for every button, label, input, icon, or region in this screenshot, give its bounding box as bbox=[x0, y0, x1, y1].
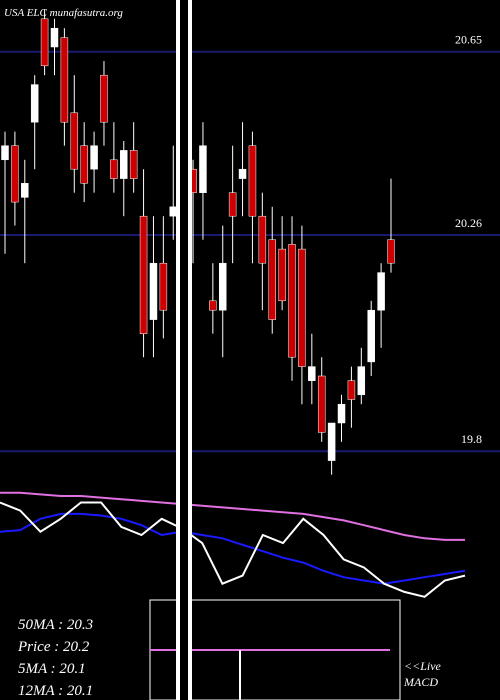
candle-body bbox=[1, 145, 9, 161]
macd-label: MACD bbox=[403, 675, 438, 689]
info-label: Price : 20.2 bbox=[17, 639, 90, 655]
candle-body bbox=[387, 239, 395, 264]
candle-body bbox=[139, 215, 148, 334]
candle-body bbox=[199, 145, 207, 193]
indicator-line bbox=[0, 491, 465, 541]
candle-body bbox=[347, 380, 356, 400]
live-label: <<Live bbox=[404, 659, 442, 673]
candle-body bbox=[60, 37, 69, 123]
y-tick-label: 20.26 bbox=[455, 216, 482, 230]
candle-body bbox=[327, 422, 336, 461]
candle-body bbox=[298, 248, 306, 367]
candle-body bbox=[11, 145, 19, 203]
indicator-panel bbox=[0, 491, 466, 598]
candle-body bbox=[248, 145, 257, 217]
candle-body bbox=[278, 248, 286, 302]
grid: 20.65 20.26 19.8 bbox=[0, 33, 500, 453]
candle-body bbox=[367, 309, 375, 363]
candle-body bbox=[80, 145, 88, 184]
candle-body bbox=[258, 215, 267, 264]
candle-body bbox=[268, 239, 276, 320]
separator bbox=[176, 0, 192, 700]
candle-body bbox=[149, 262, 158, 320]
candle-body bbox=[110, 159, 118, 179]
candle-body bbox=[120, 150, 128, 179]
info-label: 12MA : 20.1 bbox=[18, 683, 93, 699]
info-label: 5MA : 20.1 bbox=[18, 661, 86, 677]
indicator-line bbox=[0, 501, 466, 598]
candle-body bbox=[21, 183, 29, 198]
y-tick-label: 19.8 bbox=[461, 432, 482, 446]
candle-body bbox=[308, 366, 316, 381]
info-label: 50MA : 20.3 bbox=[18, 617, 93, 633]
candle-body bbox=[218, 262, 227, 311]
candle-body bbox=[30, 84, 39, 123]
candle-body bbox=[357, 366, 366, 396]
candle-body bbox=[317, 375, 326, 433]
candle-body bbox=[129, 150, 138, 179]
candle-body bbox=[209, 300, 217, 311]
candle-body bbox=[337, 403, 346, 424]
y-tick-label: 20.65 bbox=[455, 33, 482, 47]
chart-title: USA ELC munafasutra.org bbox=[4, 7, 123, 19]
candle-body bbox=[50, 27, 59, 48]
candle-body bbox=[288, 244, 296, 358]
candle-body bbox=[238, 168, 247, 179]
candle-body bbox=[377, 272, 385, 311]
candle-body bbox=[100, 74, 108, 123]
candle-body bbox=[70, 112, 79, 170]
indicator-line bbox=[0, 512, 466, 585]
candle-body bbox=[90, 145, 98, 170]
candle-body bbox=[228, 192, 237, 217]
candle-body bbox=[159, 262, 168, 311]
candle-body bbox=[169, 206, 178, 217]
candle-body bbox=[40, 18, 49, 67]
candles bbox=[1, 9, 395, 475]
